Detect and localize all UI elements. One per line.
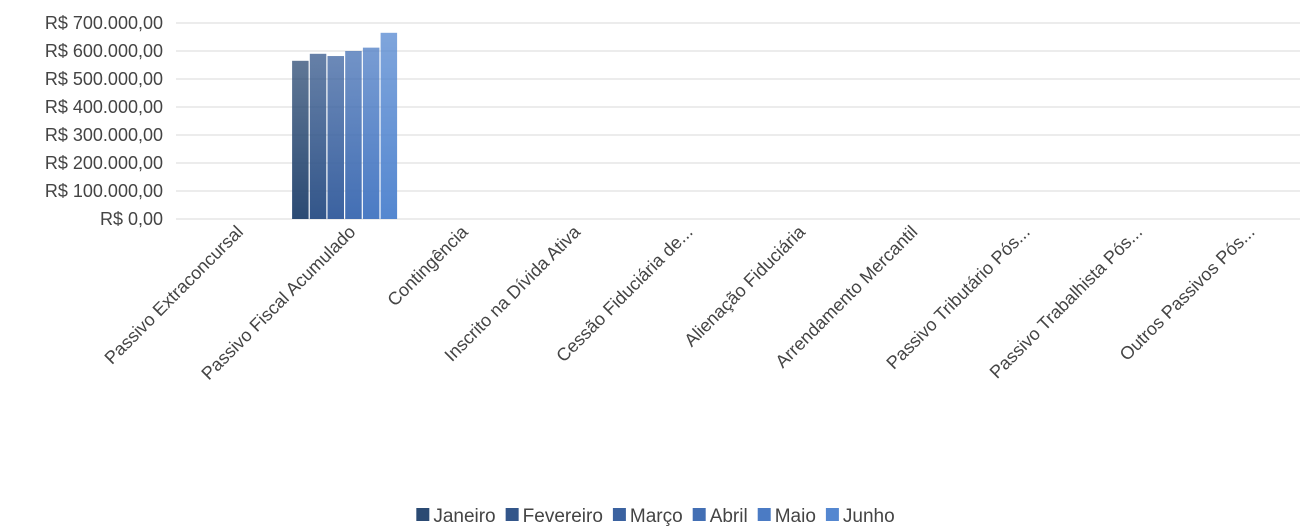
y-tick-label: R$ 200.000,00 [45, 153, 163, 173]
bar [309, 53, 327, 219]
bar [380, 32, 398, 219]
y-tick-label: R$ 500.000,00 [45, 69, 163, 89]
legend-swatch [825, 508, 839, 521]
legend-item: Fevereiro [505, 506, 603, 527]
y-axis-labels: R$ 0,00 R$ 100.000,00 R$ 200.000,00 R$ 300.… [45, 13, 163, 229]
x-tick-label: Contingência [383, 221, 472, 310]
y-tick-label: R$ 0,00 [100, 209, 163, 229]
legend-swatch [612, 508, 626, 521]
y-tick-label: R$ 100.000,00 [45, 181, 163, 201]
legend-label: Janeiro [433, 506, 495, 527]
legend-label: Abril [710, 506, 748, 527]
x-tick-label: Alienação Fiduciária [680, 221, 809, 350]
legend-swatch [692, 508, 706, 521]
bar [327, 56, 344, 219]
legend-label: Maio [775, 506, 816, 527]
y-tick-label: R$ 400.000,00 [45, 97, 163, 117]
legend-item: Abril [692, 506, 748, 527]
y-tick-label: R$ 300.000,00 [45, 125, 163, 145]
legend: Janeiro Fevereiro Março Abril Maio Junho [416, 506, 895, 527]
legend-label: Fevereiro [523, 506, 603, 527]
legend-swatch [416, 508, 430, 521]
bar [362, 47, 380, 219]
bars [292, 32, 398, 219]
legend-swatch [505, 508, 519, 521]
gridlines [176, 22, 1300, 220]
legend-label: Junho [843, 506, 895, 527]
y-tick-label: R$ 700.000,00 [45, 13, 163, 33]
legend-item: Janeiro [416, 506, 496, 527]
legend-item: Junho [825, 506, 895, 527]
legend-item: Março [612, 506, 683, 527]
bar [345, 51, 362, 219]
y-tick-label: R$ 600.000,00 [45, 41, 163, 61]
legend-label: Março [630, 506, 683, 527]
legend-swatch [757, 508, 771, 521]
bar [292, 60, 309, 219]
legend-item: Maio [757, 506, 816, 527]
